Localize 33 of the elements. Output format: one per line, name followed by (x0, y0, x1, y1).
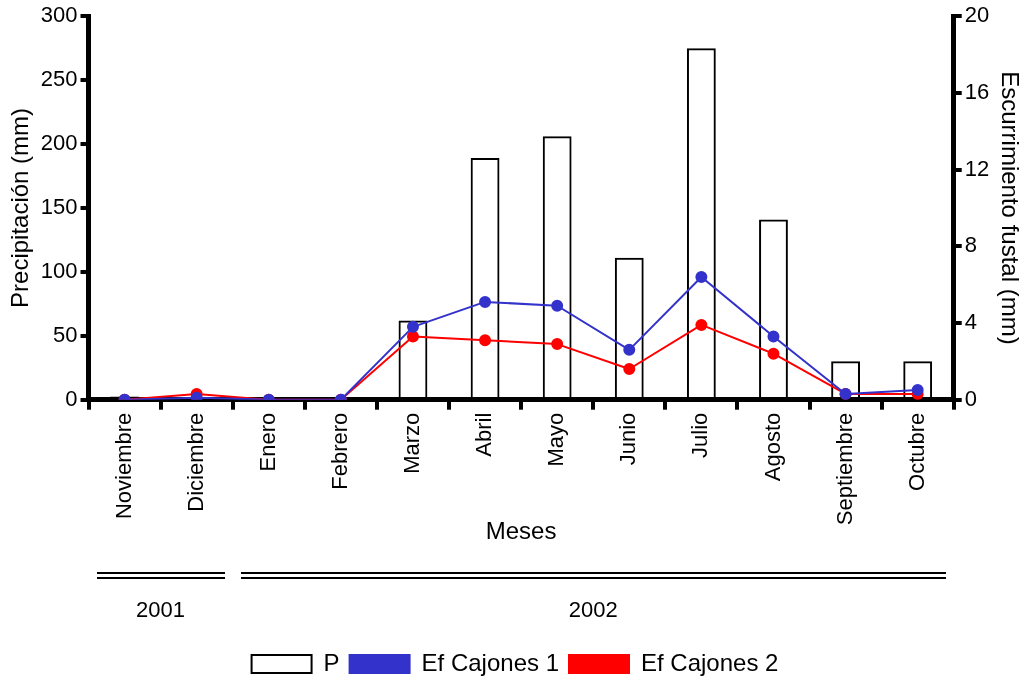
y2-tick-label: 12 (964, 155, 990, 181)
legend-label: Ef Cajones 2 (641, 648, 779, 676)
legend-label: P (323, 648, 340, 676)
x-axis-title: Meses (485, 517, 557, 545)
y2-tick-label: 16 (964, 78, 990, 104)
y-tick-label: 0 (65, 385, 78, 411)
x-tick-label: Octubre (903, 412, 929, 491)
text: 2002 (568, 597, 618, 623)
x-tick-label: Noviembre (110, 412, 136, 520)
y-tick-label: 150 (40, 194, 78, 220)
x-tick-label: Enero (254, 412, 280, 472)
y-tick-label: 100 (40, 257, 78, 283)
x-tick-label: Julio (687, 412, 713, 458)
y-tick-label: 300 (40, 2, 78, 28)
y-tick-label: 250 (40, 66, 78, 92)
x-tick-label: Mayo (543, 412, 569, 467)
legend-label: Ef Cajones 1 (421, 648, 560, 676)
y2-tick-label: 4 (964, 309, 977, 335)
y2-tick-label: 20 (964, 2, 990, 28)
x-tick-label: Abril (471, 412, 497, 457)
y2-axis-title: Escurrimiento fustal (mm) (996, 71, 1024, 345)
x-tick-label: Agosto (759, 412, 785, 482)
text: 2001 (136, 597, 186, 623)
x-tick-label: Febrero (326, 412, 352, 490)
x-tick-label: Septiembre (831, 412, 857, 526)
x-tick-label: Marzo (399, 412, 425, 474)
y-tick-label: 200 (40, 130, 78, 156)
x-tick-label: Junio (615, 412, 641, 466)
y-tick-label: 50 (53, 321, 78, 347)
y2-tick-label: 0 (964, 385, 977, 411)
y2-tick-label: 8 (964, 232, 977, 258)
y-axis-title: Precipitación (mm) (6, 107, 34, 308)
x-tick-label: Diciembre (182, 412, 208, 512)
